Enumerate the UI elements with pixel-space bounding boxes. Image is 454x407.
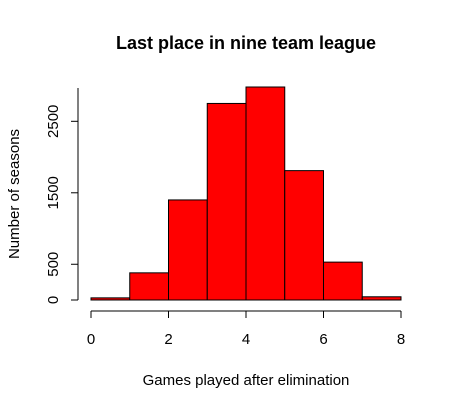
histogram-bar: [206, 102, 247, 301]
x-tick-label: 4: [242, 331, 250, 348]
y-tick-label: 1500: [45, 176, 62, 209]
histogram-bar: [284, 170, 324, 301]
y-tick-label: 0: [45, 296, 62, 304]
x-tick-label: 8: [397, 331, 405, 348]
y-axis: 0 500 1500 2500: [45, 88, 79, 304]
bars: [90, 86, 402, 301]
y-tick-label: 500: [45, 252, 62, 277]
x-axis-label: Games played after elimination: [143, 372, 350, 389]
histogram-bar: [323, 261, 363, 301]
x-tick-label: 2: [164, 331, 172, 348]
histogram-bar: [168, 199, 208, 301]
x-tick-label: 0: [87, 331, 95, 348]
histogram-bar: [361, 296, 402, 301]
y-axis-label: Number of seasons: [6, 129, 23, 259]
histogram-bar: [90, 297, 131, 301]
x-axis: 0 2 4 6 8: [87, 310, 405, 348]
histogram-bar: [129, 272, 169, 301]
y-tick-label: 2500: [45, 105, 62, 138]
chart-title: Last place in nine team league: [116, 33, 376, 53]
x-tick-label: 6: [319, 331, 327, 348]
histogram-bar: [245, 86, 286, 301]
